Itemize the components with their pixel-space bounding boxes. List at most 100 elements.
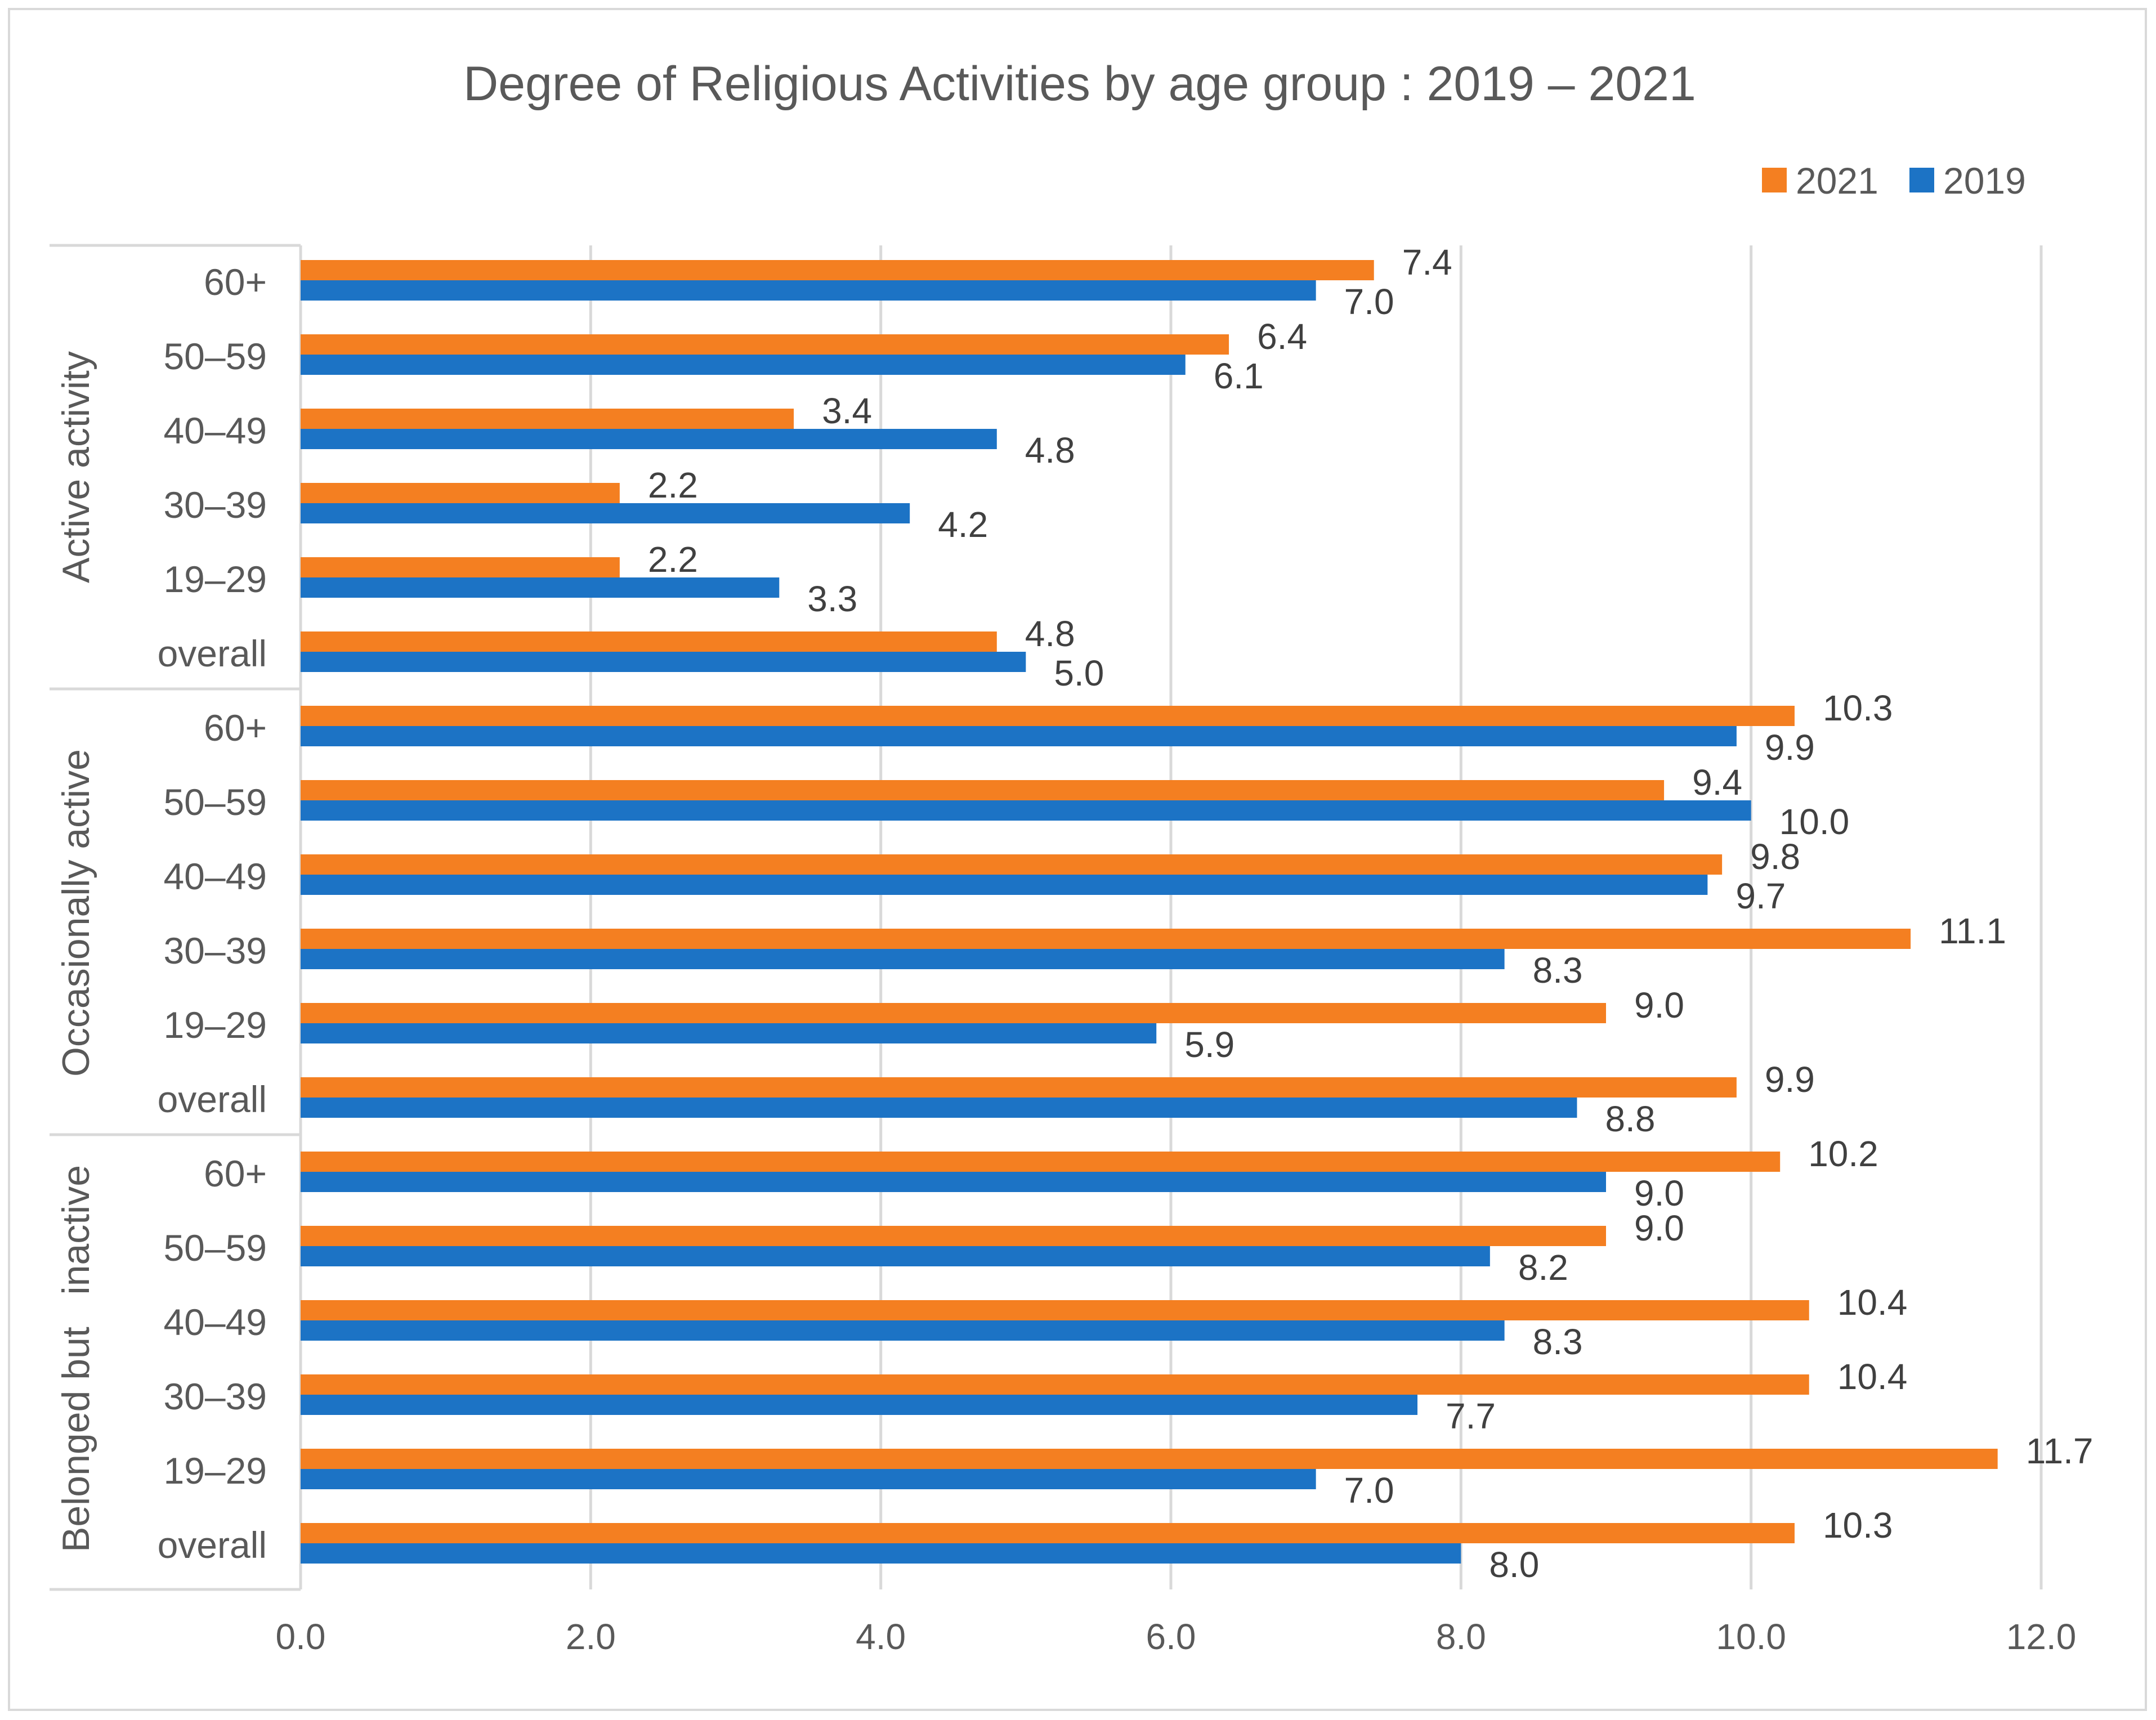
bar-2021 <box>301 1523 1795 1543</box>
x-axis-ticks: 0.0 2.0 4.0 6.0 8.0 10.0 12.0 <box>276 1616 2077 1657</box>
bar-2019 <box>301 800 1751 821</box>
data-label-2021: 9.0 <box>1634 1208 1684 1248</box>
x-tick-label: 4.0 <box>856 1616 906 1657</box>
category-label: 50–59 <box>163 1227 267 1269</box>
data-label-2019: 7.0 <box>1344 1470 1394 1511</box>
group-label: Occasionally active <box>55 749 97 1077</box>
bar-2021 <box>301 409 794 429</box>
bar-2019 <box>301 577 780 598</box>
data-label-2019: 3.3 <box>807 579 857 619</box>
data-label-2021: 2.2 <box>648 465 698 505</box>
data-label-2019: 4.8 <box>1025 430 1075 471</box>
category-label: 50–59 <box>163 781 267 823</box>
bars <box>301 260 1998 1564</box>
data-label-2019: 5.9 <box>1184 1024 1234 1065</box>
data-label-2021: 11.7 <box>2026 1431 2094 1471</box>
category-label: 40–49 <box>163 1301 267 1343</box>
group-separators <box>50 244 302 1591</box>
legend-swatch-2019 <box>1909 168 1934 192</box>
x-tick-label: 8.0 <box>1436 1616 1486 1657</box>
data-label-2019: 7.0 <box>1344 281 1394 322</box>
bar-2021 <box>301 334 1229 355</box>
bar-2019 <box>301 1246 1490 1266</box>
bar-2021 <box>301 1226 1606 1246</box>
data-label-2019: 7.7 <box>1446 1396 1496 1436</box>
bar-2021 <box>301 706 1795 726</box>
bar-2021 <box>301 1077 1737 1098</box>
bar-2021 <box>301 483 620 503</box>
x-tick-label: 6.0 <box>1146 1616 1196 1657</box>
category-label: 40–49 <box>163 855 267 897</box>
bar-2021 <box>301 260 1374 280</box>
category-label: 19–29 <box>163 1004 267 1046</box>
group-label: Active activity <box>55 351 97 583</box>
bar-2019 <box>301 355 1186 375</box>
data-label-2021: 2.2 <box>648 539 698 580</box>
data-label-2021: 11.1 <box>1939 911 2006 951</box>
bar-2021 <box>301 631 997 652</box>
bar-2019 <box>301 1098 1577 1118</box>
chart-title: Degree of Religious Activities by age gr… <box>463 57 1696 111</box>
category-label: 19–29 <box>163 558 267 600</box>
data-label-2021: 10.3 <box>1823 688 1893 728</box>
data-label-2019: 8.2 <box>1518 1247 1568 1288</box>
category-label: 60+ <box>204 261 267 303</box>
legend-label-2019: 2019 <box>1943 160 2026 201</box>
category-label: 50–59 <box>163 335 267 377</box>
category-labels: 60+ 50–59 40–49 30–39 19–29 overall 60+ 50–59 40… <box>158 261 267 1566</box>
data-label-2021: 7.4 <box>1402 242 1452 283</box>
group-labels: Active activity Occasionally active Belong… <box>55 351 97 1552</box>
data-label-2021: 6.4 <box>1257 316 1307 357</box>
data-label-2021: 10.2 <box>1808 1134 1878 1174</box>
bar-2019 <box>301 1395 1418 1415</box>
bar-2019 <box>301 1320 1505 1341</box>
bar-2019 <box>301 280 1316 301</box>
bar-2021 <box>301 1152 1781 1172</box>
data-label-2019: 8.8 <box>1605 1099 1655 1139</box>
chart-frame: Degree of Religious Activities by age gr… <box>8 8 2147 1711</box>
category-label: 30–39 <box>163 1376 267 1417</box>
x-tick-label: 12.0 <box>2006 1616 2077 1657</box>
data-label-2021: 3.4 <box>822 391 872 431</box>
bar-2021 <box>301 1003 1606 1023</box>
bar-2019 <box>301 429 997 449</box>
bar-2021 <box>301 557 620 577</box>
data-label-2019: 4.2 <box>938 504 988 545</box>
category-label: 60+ <box>204 1153 267 1194</box>
category-label: 60+ <box>204 707 267 749</box>
legend-swatch-2021 <box>1762 168 1787 192</box>
legend: 2021 2019 <box>1762 160 2026 201</box>
data-label-2019: 9.7 <box>1735 876 1786 916</box>
bar-2019 <box>301 503 910 523</box>
category-label: 30–39 <box>163 484 267 526</box>
category-label: 30–39 <box>163 930 267 971</box>
x-tick-label: 2.0 <box>566 1616 616 1657</box>
category-label: 40–49 <box>163 410 267 451</box>
data-label-2021: 9.0 <box>1634 985 1684 1025</box>
bar-2019 <box>301 875 1708 895</box>
data-labels: 7.47.06.46.13.44.82.24.22.23.34.85.010.3… <box>648 242 2094 1585</box>
category-label: overall <box>158 1078 267 1120</box>
chart-svg: Degree of Religious Activities by age gr… <box>50 57 2094 1657</box>
data-label-2021: 9.8 <box>1750 836 1800 877</box>
category-label: overall <box>158 1524 267 1566</box>
bar-2021 <box>301 1300 1809 1320</box>
data-label-2019: 5.0 <box>1054 653 1104 693</box>
group-label: Belonged but inactive <box>55 1165 97 1552</box>
data-label-2019: 8.0 <box>1489 1544 1539 1585</box>
bar-2019 <box>301 1543 1461 1564</box>
x-tick-label: 10.0 <box>1716 1616 1786 1657</box>
gridlines <box>589 245 2043 1589</box>
data-label-2019: 8.3 <box>1533 1322 1583 1362</box>
bar-2021 <box>301 1449 1998 1469</box>
data-label-2019: 8.3 <box>1533 950 1583 991</box>
category-label: overall <box>158 633 267 674</box>
x-tick-label: 0.0 <box>276 1616 326 1657</box>
data-label-2019: 9.9 <box>1765 727 1815 768</box>
bar-2019 <box>301 1023 1157 1043</box>
data-label-2019: 6.1 <box>1214 356 1264 396</box>
data-label-2021: 10.4 <box>1837 1356 1908 1397</box>
bar-2021 <box>301 1374 1809 1395</box>
data-label-2021: 10.4 <box>1837 1282 1908 1323</box>
legend-label-2021: 2021 <box>1796 160 1878 201</box>
